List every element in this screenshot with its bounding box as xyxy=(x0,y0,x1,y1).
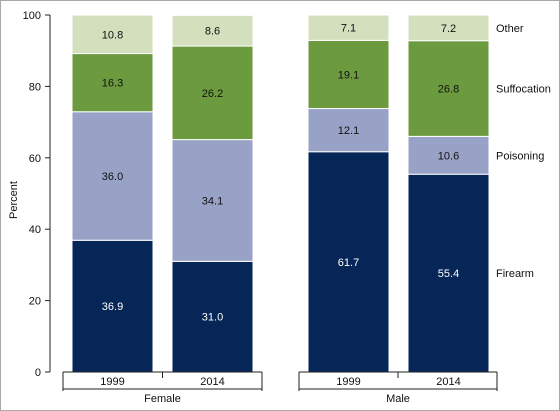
bar-segment-poisoning-0 xyxy=(71,111,154,241)
data-label-suffocation-0: 16.3 xyxy=(102,78,123,90)
data-label-firearm-2: 61.7 xyxy=(338,257,359,269)
bar-segment-poisoning-1 xyxy=(171,139,254,262)
bar-segment-firearm-3 xyxy=(407,173,490,373)
y-tick-label-40: 40 xyxy=(29,224,41,236)
data-label-other-0: 10.8 xyxy=(102,29,123,41)
y-tick-label-100: 100 xyxy=(23,10,41,22)
bar-segment-suffocation-0 xyxy=(71,53,154,113)
bars-layer: 36.9 36.0 16.3 10.8 31.0 34.1 26.2 8.6 61.7 12.1 1… xyxy=(71,14,490,373)
bar-stack-0: 36.9 36.0 16.3 10.8 xyxy=(71,14,154,373)
y-tick-label-0: 0 xyxy=(35,367,41,379)
y-tick-label-60: 60 xyxy=(29,153,41,165)
bar-segment-poisoning-3 xyxy=(407,135,490,175)
legend-label-suffocation: Suffocation xyxy=(496,84,551,96)
x-tick-label-1: 2014 xyxy=(200,376,224,388)
data-label-firearm-0: 36.9 xyxy=(102,301,123,313)
x-tick-label-3: 2014 xyxy=(436,376,460,388)
data-label-suffocation-3: 26.8 xyxy=(438,84,459,96)
bar-stack-2: 61.7 12.1 19.1 7.1 xyxy=(307,14,390,373)
bar-segment-suffocation-2 xyxy=(307,39,390,110)
data-label-other-3: 7.2 xyxy=(441,23,456,35)
legend-label-other: Other xyxy=(496,23,524,35)
data-label-other-2: 7.1 xyxy=(341,23,356,35)
y-axis-label: Percent xyxy=(8,181,20,219)
bar-segment-firearm-1 xyxy=(171,260,254,373)
data-label-poisoning-2: 12.1 xyxy=(338,125,359,137)
legend-label-poisoning: Poisoning xyxy=(496,150,544,162)
data-label-suffocation-2: 19.1 xyxy=(338,69,359,81)
bar-segment-other-0 xyxy=(71,14,154,55)
bar-segment-poisoning-2 xyxy=(307,108,390,153)
x-tick-label-2: 1999 xyxy=(336,376,360,388)
group-label-0: Female xyxy=(144,393,181,405)
data-label-poisoning-0: 36.0 xyxy=(102,171,123,183)
x-axis: Female Male 1999 2014 1999 2014 xyxy=(62,371,498,405)
bar-segment-firearm-0 xyxy=(71,239,154,373)
data-label-other-1: 8.6 xyxy=(205,26,220,38)
bar-segment-suffocation-3 xyxy=(407,40,490,137)
legend-label-firearm: Firearm xyxy=(496,268,534,280)
x-tick-label-0: 1999 xyxy=(100,376,124,388)
data-label-suffocation-1: 26.2 xyxy=(202,88,223,100)
data-label-poisoning-1: 34.1 xyxy=(202,195,223,207)
group-label-1: Male xyxy=(386,393,410,405)
bar-stack-3: 55.4 10.6 26.8 7.2 xyxy=(407,14,490,373)
data-label-firearm-1: 31.0 xyxy=(202,312,223,324)
data-label-firearm-3: 55.4 xyxy=(438,268,459,280)
series-labels: Firearm Poisoning Suffocation Other xyxy=(496,23,551,280)
bar-segment-other-3 xyxy=(407,14,490,42)
y-tick-label-20: 20 xyxy=(29,296,41,308)
bar-segment-other-1 xyxy=(171,14,254,47)
data-label-poisoning-3: 10.6 xyxy=(438,150,459,162)
bar-segment-suffocation-1 xyxy=(171,45,254,141)
bar-segment-firearm-2 xyxy=(307,151,390,373)
bar-segment-other-2 xyxy=(307,14,390,41)
y-tick-label-80: 80 xyxy=(29,81,41,93)
y-axis: 0 20 40 60 80 100 xyxy=(23,10,51,379)
bar-stack-1: 31.0 34.1 26.2 8.6 xyxy=(171,14,254,373)
